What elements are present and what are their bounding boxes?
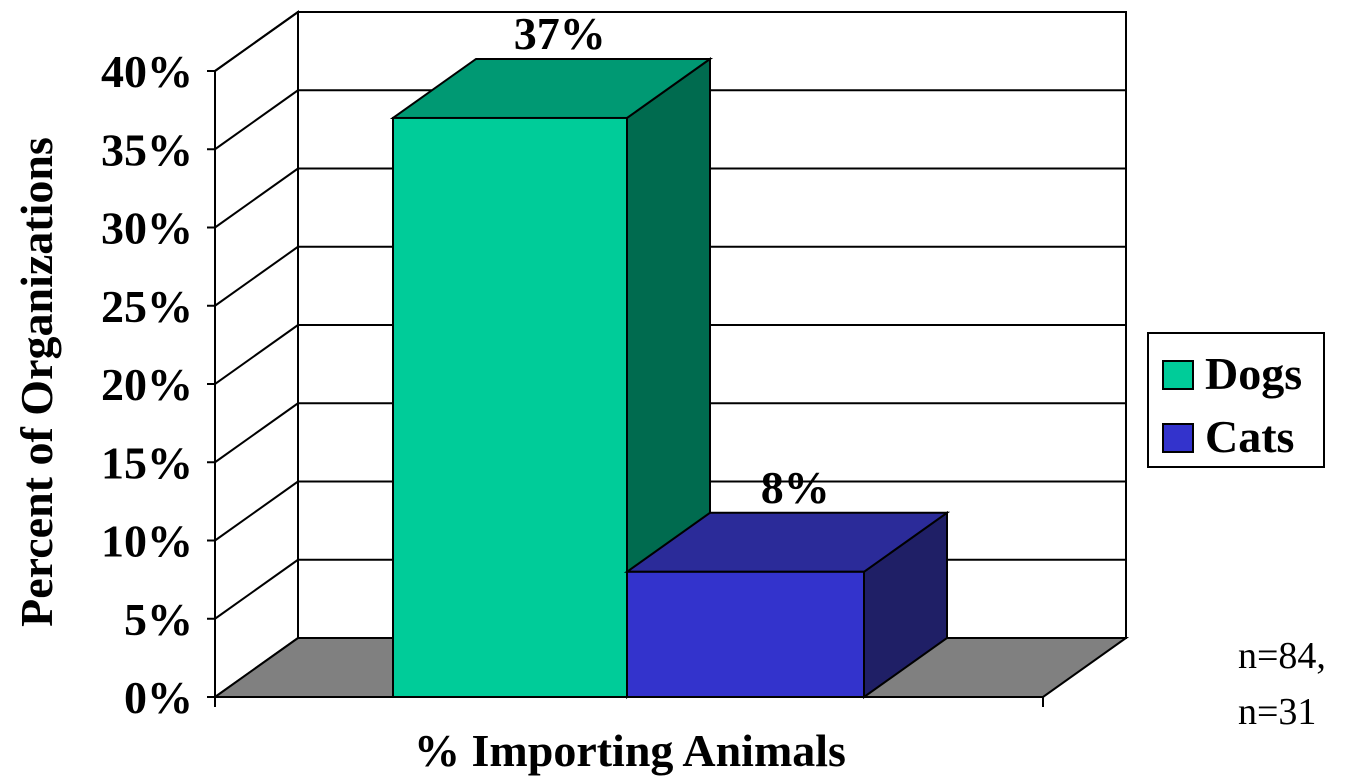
bar-dogs-front [392,116,628,698]
chart-axes: 0% 5% 10% 15% 20% 25% 30% 35% 40% [101,46,1044,723]
y-tick-label: 40% [101,46,193,97]
y-tick-label: 30% [101,203,193,254]
x-axis-title: % Importing Animals [414,725,846,776]
legend-swatch-dogs [1162,360,1194,390]
chart-labels: 37% 8% [514,8,830,513]
y-tick-label: 15% [101,437,193,488]
sample-size-note-line-2: n=31 [1238,691,1316,733]
legend-label-dogs: Dogs [1205,348,1302,399]
data-label-dogs: 37% [514,8,606,59]
gridline-side [214,480,299,542]
gridline-side [214,89,299,151]
legend: Dogs Cats [1147,332,1325,468]
gridline-side [214,245,299,307]
gridline-side [214,558,299,620]
sample-size-note-line-1: n=84, [1238,635,1326,677]
y-tick-label: 35% [101,124,193,175]
gridline-side [214,402,299,464]
chart-bars [389,57,951,699]
gridline-side [214,11,299,72]
y-tick-label: 10% [101,516,193,567]
y-tick-label: 5% [124,594,193,645]
y-tick-label: 20% [101,359,193,410]
bar-dogs [389,57,714,699]
legend-swatch-cats [1162,423,1194,453]
y-tick-label: 0% [124,672,193,723]
y-tick-label: 25% [101,281,193,332]
gridline-side [214,167,299,229]
y-axis-title: Percent of Organizations [11,137,62,627]
legend-label-cats: Cats [1205,411,1294,462]
bar-cats-front [626,570,865,698]
gridline-side [214,324,299,385]
bar-cats [623,510,951,699]
data-label-cats: 8% [761,462,830,513]
